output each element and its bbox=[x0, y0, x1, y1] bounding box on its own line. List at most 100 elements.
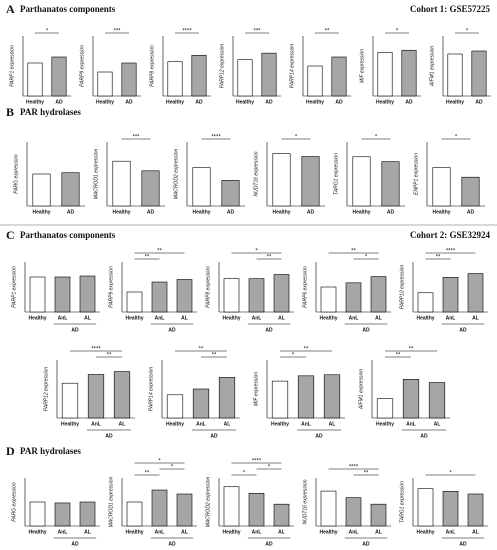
x-tick-label: AD bbox=[335, 99, 343, 105]
significance-label: ** bbox=[396, 353, 401, 359]
group-label: AD bbox=[210, 433, 218, 439]
group-label: AD bbox=[71, 327, 79, 333]
significance-label: * bbox=[243, 471, 246, 477]
x-tick-label: Healthy bbox=[319, 529, 337, 535]
y-axis-label: PARP6 expression bbox=[302, 266, 308, 308]
y-axis-label: PARP14 expression bbox=[148, 367, 154, 412]
significance-label: * bbox=[171, 465, 174, 471]
bar bbox=[271, 380, 289, 419]
y-axis-label: PARP1 expression bbox=[9, 45, 15, 87]
significance-label: * bbox=[292, 353, 295, 359]
bar bbox=[272, 153, 291, 207]
bar bbox=[29, 501, 46, 527]
significance-label: * bbox=[158, 459, 161, 465]
group-label: AD bbox=[71, 541, 79, 547]
x-tick-label: Healthy bbox=[28, 315, 46, 321]
panel-title: Parthanatos components bbox=[20, 230, 116, 240]
x-tick-label: Healthy bbox=[222, 529, 240, 535]
bar bbox=[126, 501, 143, 527]
x-tick-label: AnL bbox=[155, 529, 165, 535]
cohort-label: Cohort 1: GSE57225 bbox=[410, 4, 491, 14]
bar bbox=[176, 279, 193, 313]
x-tick-label: Healthy bbox=[192, 209, 210, 215]
bar bbox=[428, 382, 446, 419]
y-axis-label: MACROD1 expression bbox=[108, 476, 114, 527]
group-label: AD bbox=[315, 433, 323, 439]
significance-label: ** bbox=[364, 471, 369, 477]
group-label: AD bbox=[362, 541, 370, 547]
y-axis-label: PARG expression bbox=[11, 482, 17, 522]
bar bbox=[432, 167, 451, 207]
significance-label: ** bbox=[212, 353, 217, 359]
y-axis-label: AIFM1 expression bbox=[429, 46, 435, 88]
bar bbox=[320, 286, 337, 313]
x-tick-label: AD bbox=[467, 209, 475, 215]
x-tick-label: AL bbox=[472, 529, 479, 535]
bar bbox=[151, 489, 168, 527]
bar bbox=[141, 170, 160, 207]
y-axis-label: MACROD2 expression bbox=[173, 148, 179, 199]
bar bbox=[370, 503, 387, 527]
y-axis-label: PARP12 expression bbox=[43, 367, 49, 412]
bar bbox=[32, 173, 51, 207]
bar bbox=[323, 374, 341, 419]
bar bbox=[29, 276, 46, 313]
group-label: AD bbox=[459, 541, 467, 547]
y-axis-label: PARP1 expression bbox=[11, 266, 17, 308]
x-tick-label: Healthy bbox=[416, 529, 434, 535]
x-tick-label: AnL bbox=[252, 315, 262, 321]
bar bbox=[176, 493, 193, 527]
significance-label: ** bbox=[304, 347, 309, 353]
bar bbox=[166, 394, 184, 419]
bar bbox=[61, 172, 80, 207]
bar bbox=[87, 374, 105, 419]
bar bbox=[192, 388, 210, 419]
bar bbox=[461, 176, 480, 207]
x-tick-label: AD bbox=[227, 209, 235, 215]
bar bbox=[261, 52, 277, 97]
group-label: AD bbox=[459, 327, 467, 333]
x-tick-label: AD bbox=[387, 209, 395, 215]
x-tick-label: Healthy bbox=[166, 421, 184, 427]
y-axis-label: MACROD1 expression bbox=[93, 148, 99, 199]
significance-label: **** bbox=[182, 29, 192, 35]
y-axis-label: PARP8 expression bbox=[205, 266, 211, 308]
x-tick-label: AD bbox=[125, 99, 133, 105]
panel-title: PAR hydrolases bbox=[20, 446, 81, 456]
bar bbox=[223, 486, 240, 527]
y-axis-label: MIF expression bbox=[359, 49, 365, 83]
bar bbox=[218, 377, 236, 419]
significance-label: * bbox=[268, 465, 271, 471]
x-tick-label: Healthy bbox=[416, 315, 434, 321]
x-tick-label: Healthy bbox=[306, 99, 324, 105]
group-label: AD bbox=[362, 327, 370, 333]
y-axis-label: AIFM1 expression bbox=[358, 369, 364, 411]
x-tick-label: AnL bbox=[155, 315, 165, 321]
x-tick-label: Healthy bbox=[272, 209, 290, 215]
significance-label: ** bbox=[157, 249, 162, 255]
x-tick-label: AL bbox=[84, 315, 91, 321]
bar bbox=[151, 281, 168, 313]
x-tick-label: Healthy bbox=[61, 421, 79, 427]
significance-label: ** bbox=[267, 255, 272, 261]
bar bbox=[442, 277, 459, 313]
y-axis-label: NUDT16 expression bbox=[302, 479, 308, 524]
bar bbox=[248, 492, 265, 527]
bar bbox=[377, 52, 393, 97]
x-tick-label: Healthy bbox=[319, 315, 337, 321]
x-tick-label: Healthy bbox=[112, 209, 130, 215]
x-tick-label: AL bbox=[472, 315, 479, 321]
significance-label: **** bbox=[349, 465, 359, 471]
significance-label: * bbox=[449, 471, 452, 477]
significance-label: * bbox=[46, 29, 49, 35]
x-tick-label: AD bbox=[67, 209, 75, 215]
panel-letter: C bbox=[6, 228, 15, 242]
x-tick-label: AD bbox=[265, 99, 273, 105]
bar bbox=[401, 49, 417, 97]
bar bbox=[376, 398, 394, 419]
x-tick-label: AD bbox=[55, 99, 63, 105]
x-tick-label: Healthy bbox=[125, 529, 143, 535]
x-tick-label: AnL bbox=[58, 315, 68, 321]
bar bbox=[121, 62, 137, 97]
